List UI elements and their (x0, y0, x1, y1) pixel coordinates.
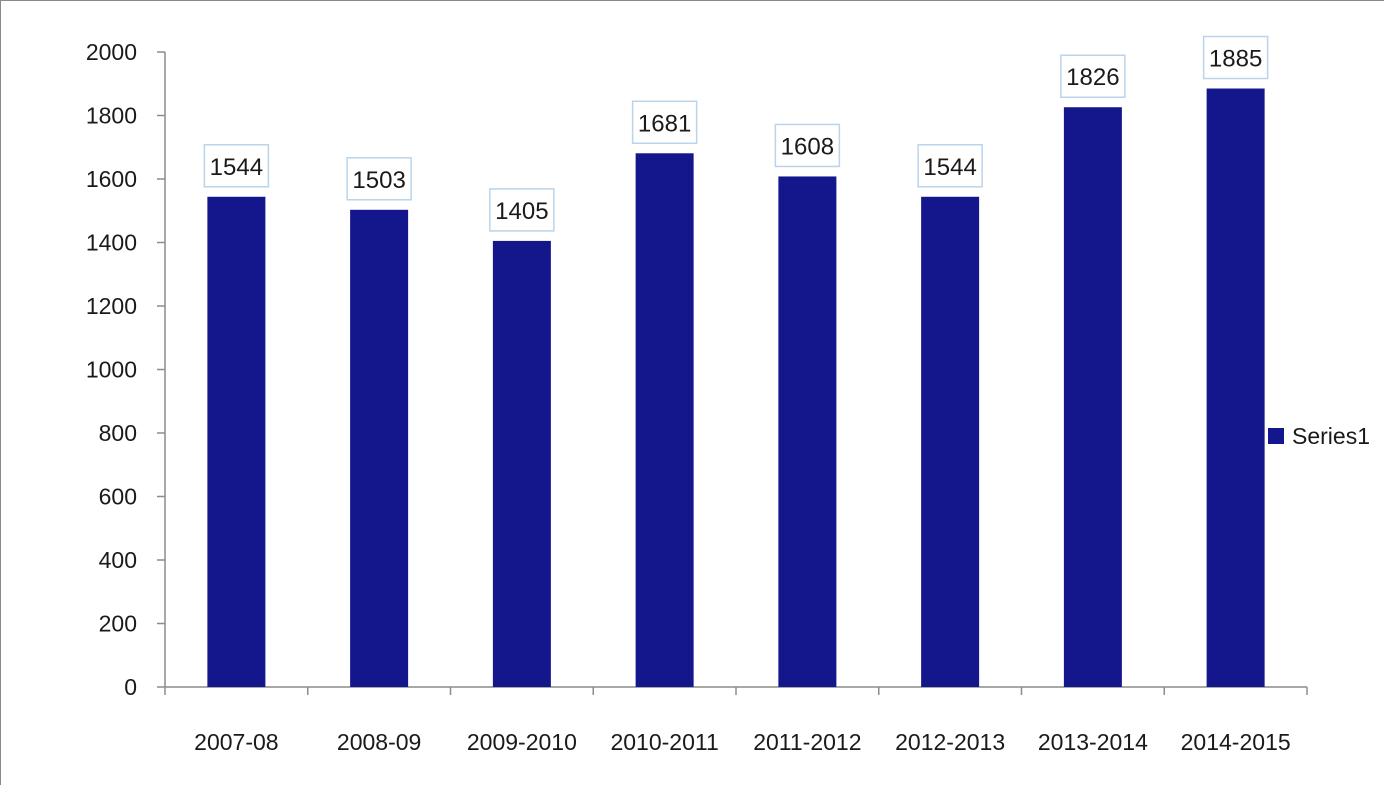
y-tick-label: 600 (99, 484, 137, 510)
bar (635, 153, 694, 688)
data-label-box (489, 188, 555, 232)
bar (492, 240, 551, 687)
axes: 0 200 400 600 800 1000 1200 1400 1600 1800 2000 200… (86, 39, 1308, 755)
x-tick-label: 2008-09 (337, 729, 421, 755)
y-tick-label: 0 (124, 674, 137, 700)
legend: Series1 (1268, 423, 1370, 449)
y-tick-label: 1000 (86, 357, 137, 383)
bar (350, 209, 409, 688)
data-label: 1608 (781, 133, 834, 160)
legend-label-series1: Series1 (1292, 423, 1370, 449)
bar (921, 196, 980, 687)
y-tick-label: 2000 (86, 39, 137, 65)
data-label: 1503 (352, 167, 405, 194)
x-tick-label: 2011-2012 (753, 729, 861, 755)
x-tick-label: 2007-08 (194, 729, 278, 755)
data-label-box (917, 144, 983, 188)
data-label-box (1202, 35, 1269, 80)
data-label: 1544 (210, 154, 263, 181)
data-label: 1826 (1066, 64, 1119, 91)
y-tick-label: 1800 (86, 103, 137, 129)
bar (207, 196, 266, 687)
data-label-box (774, 123, 841, 168)
data-label: 1885 (1209, 46, 1262, 73)
x-tick-label: 2014-2015 (1181, 729, 1291, 755)
data-label-box (346, 157, 412, 201)
x-tick-label: 2009-2010 (467, 729, 577, 755)
data-label: 1681 (638, 110, 691, 137)
x-tick-label: 2013-2014 (1038, 729, 1148, 755)
data-label: 1405 (495, 198, 548, 225)
bar (1063, 107, 1122, 688)
x-tick-label: 2010-2011 (610, 729, 718, 755)
bar (778, 176, 837, 687)
x-tick-label: 2012-2013 (895, 729, 1005, 755)
y-tick-label: 1400 (86, 230, 137, 256)
y-tick-label: 200 (99, 611, 137, 637)
y-tick-label: 800 (99, 420, 137, 446)
bars (207, 88, 1265, 688)
data-label-box (203, 144, 270, 188)
y-tick-label: 1200 (86, 293, 137, 319)
bar (1206, 88, 1265, 687)
y-tick-label: 400 (99, 547, 137, 573)
data-label-box (1060, 54, 1126, 98)
data-labels: 1544 1503 1405 1681 1608 1544 1826 1885 (203, 35, 1269, 232)
data-label-box (631, 100, 698, 145)
y-tick-label: 1600 (86, 166, 137, 192)
legend-swatch (1268, 428, 1284, 444)
data-label: 1544 (923, 154, 976, 181)
